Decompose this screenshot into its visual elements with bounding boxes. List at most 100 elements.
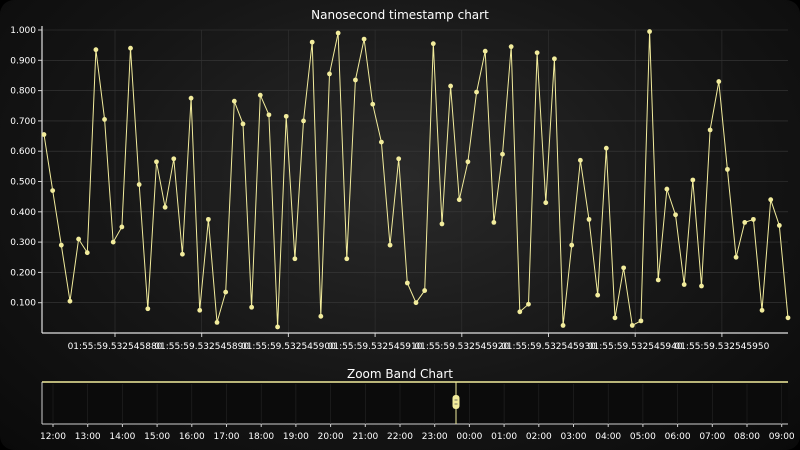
data-point[interactable] [223,289,229,295]
data-point[interactable] [681,282,687,287]
data-point[interactable] [197,307,203,313]
data-point[interactable] [58,242,64,248]
data-point[interactable] [448,83,454,89]
data-point[interactable] [266,112,272,118]
data-point[interactable] [422,288,428,293]
data-point[interactable] [456,197,462,203]
data-point[interactable] [612,315,618,321]
data-point[interactable] [707,127,713,133]
data-point[interactable] [655,277,661,283]
data-point[interactable] [309,39,315,45]
data-point[interactable] [50,188,56,193]
data-point[interactable] [474,89,479,95]
data-point[interactable] [768,197,774,203]
data-point[interactable] [430,41,436,47]
data-point[interactable] [569,242,575,248]
data-point[interactable] [500,151,505,157]
data-point[interactable] [638,318,644,324]
data-point[interactable] [413,300,419,306]
data-point[interactable] [491,220,497,225]
data-point[interactable] [240,121,246,127]
data-point[interactable] [595,292,601,298]
data-point[interactable] [188,95,194,101]
data-point[interactable] [465,159,471,165]
data-point[interactable] [716,79,722,84]
data-point[interactable] [750,216,756,222]
data-point[interactable] [404,280,410,286]
data-point[interactable] [673,212,678,218]
zoom-handle[interactable] [452,395,460,409]
data-point[interactable] [603,145,609,151]
data-point[interactable] [387,242,393,248]
data-point[interactable] [361,36,367,42]
x-axis-ticks: 01:55:59.53254588001:55:59.53254589001:5… [68,342,770,352]
data-point[interactable] [621,265,627,271]
data-point[interactable] [275,324,280,330]
data-point[interactable] [205,216,211,222]
data-point[interactable] [283,113,289,119]
main-series [41,29,791,330]
data-point[interactable] [249,304,255,310]
data-point[interactable] [439,221,445,227]
data-point[interactable] [526,301,531,307]
data-point[interactable] [629,323,635,328]
data-point[interactable] [776,223,782,228]
data-point[interactable] [231,98,237,104]
data-point[interactable] [110,239,116,245]
data-point[interactable] [534,50,540,56]
data-point[interactable] [76,236,82,242]
data-point[interactable] [335,30,341,36]
data-point[interactable] [560,323,566,328]
data-point[interactable] [396,156,402,162]
data-point[interactable] [378,139,384,145]
data-point[interactable] [128,45,133,51]
data-point[interactable] [733,254,739,260]
data-point[interactable] [647,29,652,34]
data-point[interactable] [257,92,263,98]
data-point[interactable] [119,224,125,230]
data-point[interactable] [577,157,583,163]
data-point[interactable] [41,132,47,137]
x-tick-label: 01:55:59.532545900 [241,342,336,352]
data-point[interactable] [725,166,730,172]
data-point[interactable] [154,159,159,165]
data-point[interactable] [699,283,704,289]
data-point[interactable] [517,309,523,315]
data-point[interactable] [162,204,168,210]
data-point[interactable] [318,313,324,319]
data-point[interactable] [93,47,99,53]
data-point[interactable] [136,182,142,187]
data-point[interactable] [292,256,298,262]
data-point[interactable] [552,56,557,62]
data-point[interactable] [84,250,90,256]
data-point[interactable] [102,116,107,122]
data-point[interactable] [785,315,791,321]
data-point[interactable] [171,156,177,162]
data-point[interactable] [690,177,696,183]
data-point[interactable] [664,186,670,192]
y-tick-label: 0.800 [10,87,36,97]
data-point[interactable] [344,256,350,262]
data-point[interactable] [214,319,220,325]
data-point[interactable] [180,251,185,257]
zoom-tick-label: 03:00 [561,432,587,442]
zoom-tick-label: 15:00 [144,432,170,442]
data-point[interactable] [482,48,488,54]
zoom-tick-label: 12:00 [40,432,66,442]
data-point[interactable] [742,220,748,225]
data-point[interactable] [370,101,376,107]
data-point[interactable] [759,307,765,313]
data-point[interactable] [67,298,73,304]
data-point[interactable] [586,216,592,222]
data-point[interactable] [508,44,514,50]
y-tick-label: 0.700 [10,117,36,127]
data-point[interactable] [145,306,151,312]
y-tick-label: 0.400 [10,208,36,218]
data-point[interactable] [301,118,306,124]
data-point[interactable] [327,71,332,77]
data-point[interactable] [543,200,549,206]
data-point[interactable] [353,77,358,83]
